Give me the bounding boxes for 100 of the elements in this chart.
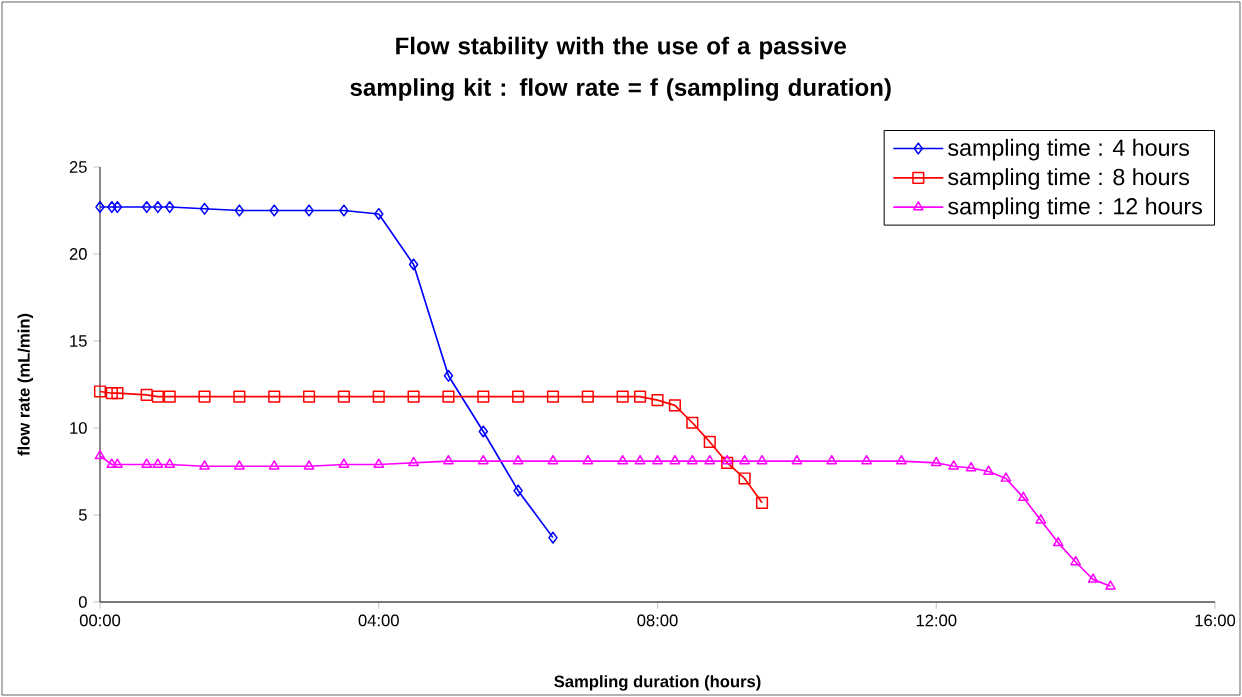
point bbox=[372, 390, 385, 403]
point bbox=[408, 456, 419, 467]
point bbox=[304, 204, 314, 217]
point bbox=[269, 204, 279, 217]
point bbox=[686, 416, 699, 429]
point bbox=[755, 496, 769, 509]
point bbox=[703, 435, 716, 448]
point bbox=[111, 387, 124, 400]
point bbox=[141, 458, 153, 468]
point bbox=[721, 456, 734, 469]
point bbox=[477, 390, 490, 403]
y-tick-label: 15 bbox=[70, 335, 87, 347]
point bbox=[512, 454, 524, 465]
x-axis-title: Sampling duration (hours) bbox=[554, 675, 761, 691]
point bbox=[1070, 555, 1081, 566]
point bbox=[582, 454, 594, 465]
legend-label: sampling time : 12 hours bbox=[948, 197, 1202, 220]
point bbox=[704, 454, 716, 465]
point bbox=[233, 390, 246, 403]
point bbox=[268, 390, 281, 403]
point bbox=[112, 200, 123, 214]
point bbox=[686, 454, 698, 465]
point bbox=[1052, 536, 1064, 547]
point bbox=[234, 204, 245, 217]
point bbox=[738, 472, 751, 485]
point bbox=[547, 454, 559, 465]
point bbox=[112, 458, 123, 468]
chart-title: Flow stability with the use of a passive sampling kit : flow rate = f (sampling duration) bbox=[350, 36, 891, 101]
y-tick-label: 20 bbox=[69, 248, 87, 260]
point bbox=[617, 454, 629, 465]
point bbox=[107, 200, 117, 214]
point bbox=[302, 390, 316, 403]
point bbox=[965, 461, 977, 472]
point bbox=[152, 458, 164, 468]
point bbox=[1018, 491, 1029, 502]
point bbox=[756, 454, 768, 465]
point bbox=[339, 204, 349, 217]
point bbox=[442, 390, 455, 403]
point bbox=[373, 458, 385, 468]
point bbox=[896, 454, 907, 465]
point bbox=[443, 454, 454, 465]
point bbox=[983, 465, 994, 475]
point bbox=[1087, 573, 1099, 583]
point bbox=[374, 207, 384, 221]
point bbox=[930, 456, 942, 467]
point bbox=[634, 454, 646, 465]
point bbox=[234, 460, 245, 470]
x-tick-label: 00:00 bbox=[79, 614, 121, 627]
x-tick-label: 04:00 bbox=[358, 614, 399, 627]
point bbox=[93, 385, 107, 398]
point bbox=[141, 200, 152, 214]
point bbox=[1035, 514, 1047, 524]
x-tick-label: 12:00 bbox=[916, 614, 957, 627]
point bbox=[669, 454, 681, 465]
point bbox=[153, 200, 163, 214]
point bbox=[548, 531, 558, 544]
y-tick-label: 25 bbox=[69, 161, 87, 173]
point bbox=[106, 458, 118, 468]
point bbox=[616, 390, 629, 403]
point bbox=[477, 454, 489, 465]
point bbox=[546, 390, 560, 403]
point bbox=[1105, 580, 1116, 590]
point bbox=[739, 454, 750, 465]
point bbox=[512, 390, 525, 403]
point bbox=[634, 390, 647, 403]
point bbox=[652, 454, 663, 465]
point bbox=[581, 390, 594, 403]
point bbox=[164, 200, 175, 214]
y-tick-label: 10 bbox=[70, 422, 87, 434]
point bbox=[164, 458, 176, 468]
point bbox=[861, 454, 872, 465]
point bbox=[338, 458, 350, 468]
point bbox=[1000, 472, 1012, 482]
point bbox=[303, 460, 315, 470]
point bbox=[163, 390, 176, 403]
point bbox=[513, 484, 523, 497]
point bbox=[407, 390, 420, 403]
point bbox=[140, 388, 153, 402]
legend-label: sampling time : 4 hours bbox=[948, 138, 1190, 161]
legend-label: sampling time : 8 hours bbox=[948, 168, 1190, 190]
point bbox=[668, 399, 682, 412]
point bbox=[408, 258, 419, 271]
point bbox=[199, 460, 210, 470]
x-tick-label: 16:00 bbox=[1195, 614, 1236, 627]
point bbox=[478, 425, 489, 438]
point bbox=[199, 202, 210, 215]
point bbox=[198, 390, 211, 403]
y-axis-title: flow rate (mL/min) bbox=[17, 313, 34, 456]
y-tick-label: 5 bbox=[78, 509, 87, 521]
point bbox=[443, 369, 454, 382]
point bbox=[268, 460, 280, 470]
point bbox=[791, 454, 803, 465]
point bbox=[337, 390, 350, 403]
point bbox=[105, 387, 118, 400]
y-tick-label: 0 bbox=[78, 596, 87, 608]
point bbox=[94, 449, 106, 460]
point bbox=[826, 454, 838, 465]
point bbox=[948, 460, 960, 470]
x-tick-label: 08:00 bbox=[637, 614, 678, 627]
point bbox=[651, 394, 664, 407]
